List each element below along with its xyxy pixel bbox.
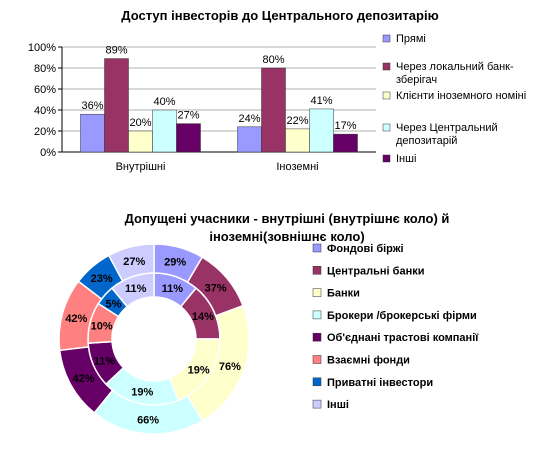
bar-data-label: 24% bbox=[238, 113, 260, 125]
doughnut-data-label: 10% bbox=[91, 321, 113, 333]
doughnut-legend-swatch bbox=[312, 288, 322, 297]
doughnut-data-label: 66% bbox=[137, 414, 159, 426]
doughnut-legend-label: Інші bbox=[327, 399, 349, 411]
bar-category-labels: Внутрішні Іноземні bbox=[116, 161, 319, 173]
bar-category-label: Іноземні bbox=[276, 161, 318, 173]
bar-data-label: 22% bbox=[286, 115, 308, 127]
bar-y-tick-label: 20% bbox=[34, 126, 56, 138]
bar-legend-label: Через локальний банк-зберігач bbox=[396, 61, 514, 86]
bar-legend-label: Інші bbox=[396, 153, 416, 165]
bar-legend-swatch bbox=[382, 123, 391, 132]
bar-y-ticks: 0% 20% 40% 60% 80% 100% bbox=[28, 42, 56, 159]
bar-data-label: 40% bbox=[153, 96, 175, 108]
bar-y-tick-label: 0% bbox=[40, 147, 56, 159]
doughnut-data-label: 76% bbox=[219, 361, 241, 373]
bar bbox=[237, 126, 262, 153]
bar bbox=[261, 67, 286, 153]
bar bbox=[152, 109, 177, 153]
bar-data-labels: 36% 89% 20%40%27% 24% 80% 22%41% 17% bbox=[81, 45, 356, 133]
doughnut-data-label: 42% bbox=[73, 373, 95, 385]
bar-data-label: 41% bbox=[310, 95, 332, 107]
doughnut-data-label: 42% bbox=[65, 313, 87, 325]
bar-legend-swatch bbox=[382, 62, 391, 71]
bar-legend: Прямі Через локальний банк-зберігач Клієнт… bbox=[382, 33, 526, 165]
bar-legend-label: Прямі bbox=[396, 33, 426, 45]
doughnut-legend-label: Брокери /брокерські фірми bbox=[327, 310, 477, 322]
bar-legend-swatch bbox=[382, 34, 391, 43]
bar-legend-swatch bbox=[382, 154, 391, 163]
bar-data-label: 89% bbox=[105, 45, 127, 57]
doughnut-legend-label: Фондові біржі bbox=[327, 243, 404, 255]
doughnut-data-label: 29% bbox=[164, 256, 186, 268]
doughnut-legend-swatch bbox=[312, 355, 322, 364]
doughnut-legend-swatch bbox=[312, 377, 322, 387]
bar bbox=[104, 58, 129, 153]
doughnut-data-label: 5% bbox=[106, 298, 122, 310]
doughnut-data-label: 11% bbox=[162, 283, 184, 295]
doughnut-legend-swatch bbox=[312, 266, 322, 275]
doughnut-slice bbox=[107, 243, 155, 282]
bar-legend-label: Клієнти іноземного номіні bbox=[396, 90, 526, 102]
doughnut-data-label: 11% bbox=[94, 355, 116, 367]
bar-y-tick-label: 60% bbox=[34, 84, 56, 96]
doughnut-chart-title: Допущені учасники - внутрішні (внутрішнє… bbox=[125, 211, 450, 244]
doughnut-legend: Фондові біржі Центральні банки Банки Брокер… bbox=[312, 243, 479, 411]
bar-chart: Доступ інвесторів до Центрального депози… bbox=[28, 8, 526, 173]
doughnut-legend-label: Приватні інвестори bbox=[327, 377, 433, 389]
bar bbox=[128, 130, 153, 153]
doughnut-data-label: 19% bbox=[131, 387, 153, 399]
bar bbox=[309, 108, 334, 153]
bar-chart-title: Доступ інвесторів до Центрального депози… bbox=[121, 8, 438, 23]
doughnut-legend-swatch bbox=[312, 310, 322, 320]
bar-category-label: Внутрішні bbox=[116, 161, 166, 173]
bar bbox=[285, 128, 310, 153]
bar-data-label: 36% bbox=[81, 100, 103, 112]
doughnut-data-label: 14% bbox=[192, 311, 214, 323]
doughnut-data-label: 11% bbox=[125, 283, 147, 295]
doughnut-legend-label: Центральні банки bbox=[327, 265, 425, 277]
doughnut-legend-swatch bbox=[312, 332, 322, 342]
bar-y-tick-label: 80% bbox=[34, 63, 56, 75]
doughnut-data-label: 37% bbox=[205, 282, 227, 294]
bar-legend-swatch bbox=[382, 91, 391, 100]
bar-data-label: 20% bbox=[129, 117, 151, 129]
doughnut-data-label: 19% bbox=[188, 364, 210, 376]
doughnut-data-label: 27% bbox=[123, 256, 145, 268]
bar-y-tick-label: 100% bbox=[28, 42, 56, 54]
doughnut-legend-label: Об'єднані трастові компанії bbox=[327, 332, 479, 344]
bar-marks bbox=[80, 58, 358, 153]
doughnut-data-labels: 11%14%19%19%11%10%5%11%29%37%76%66%42%42… bbox=[65, 256, 241, 426]
doughnut-legend-label: Взаємні фонди bbox=[327, 355, 410, 367]
bar bbox=[176, 123, 201, 153]
doughnut-data-label: 23% bbox=[91, 273, 113, 285]
doughnut-legend-label: Банки bbox=[327, 288, 360, 300]
bar-data-label: 17% bbox=[334, 120, 356, 132]
bar-y-tick-label: 40% bbox=[34, 105, 56, 117]
bar bbox=[80, 113, 105, 153]
bar-data-label: 27% bbox=[177, 110, 199, 122]
bar-data-label: 80% bbox=[262, 54, 284, 66]
bar-legend-label: Через Центральний депозитарій bbox=[396, 122, 498, 147]
doughnut-rings bbox=[58, 243, 250, 435]
doughnut-chart: Допущені учасники - внутрішні (внутрішнє… bbox=[58, 211, 479, 435]
doughnut-legend-swatch bbox=[312, 243, 322, 253]
doughnut-legend-swatch bbox=[312, 399, 322, 409]
bar bbox=[333, 133, 358, 153]
